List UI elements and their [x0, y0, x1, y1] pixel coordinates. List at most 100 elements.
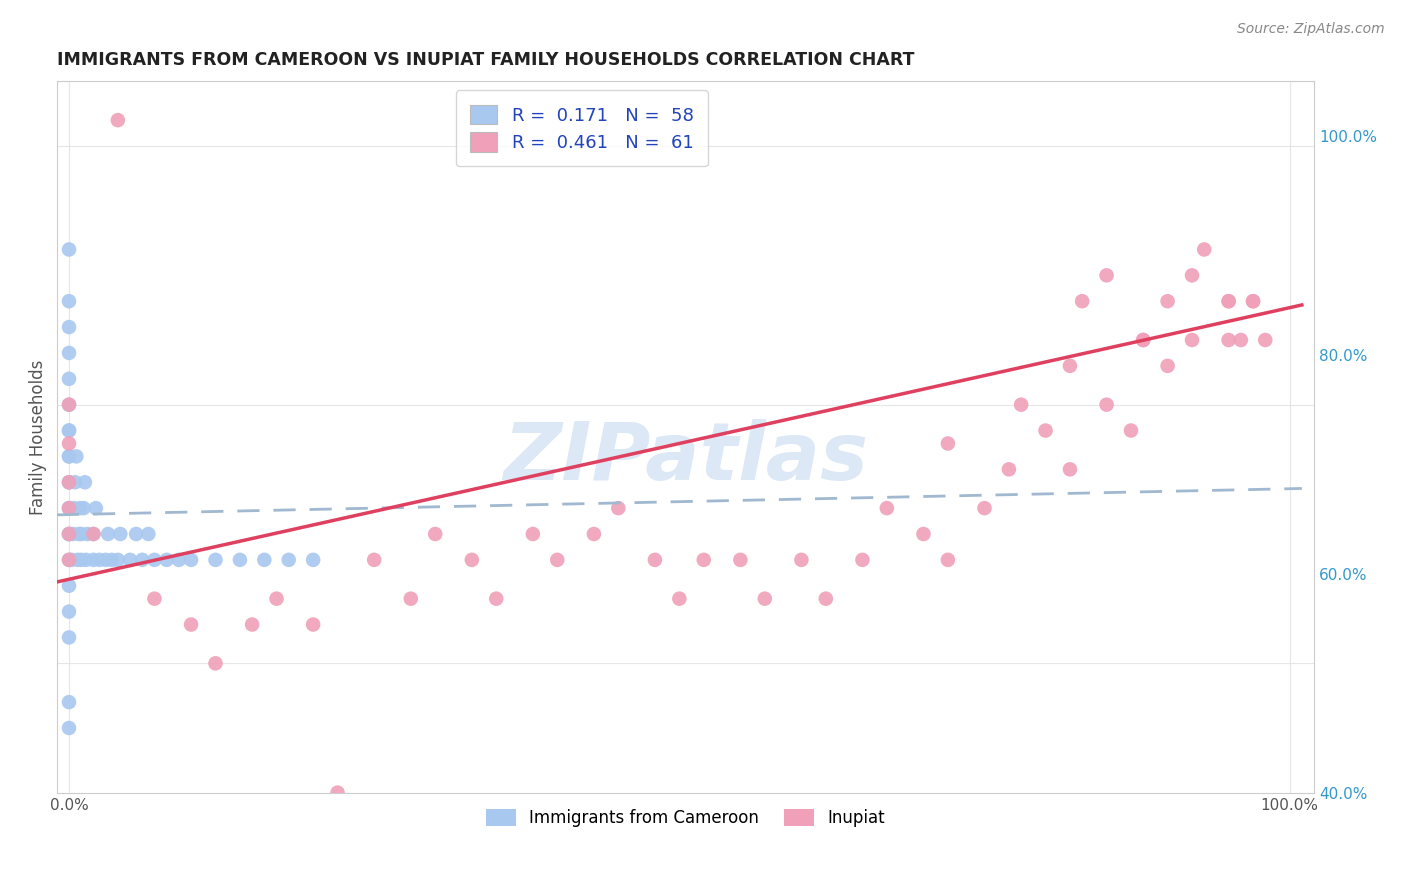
Point — [461, 553, 484, 567]
Point — [607, 501, 630, 516]
Point — [876, 501, 898, 516]
Point — [66, 553, 89, 567]
Point — [63, 501, 86, 516]
Point — [110, 527, 132, 541]
Point — [58, 475, 80, 490]
Point — [58, 527, 80, 541]
Point — [1059, 359, 1081, 373]
Point — [973, 501, 995, 516]
Point — [58, 398, 80, 412]
Point — [65, 450, 87, 464]
Point — [58, 721, 80, 735]
Point — [180, 617, 202, 632]
Point — [58, 631, 80, 645]
Point — [1010, 398, 1032, 412]
Point — [1254, 333, 1277, 347]
Point — [58, 501, 80, 516]
Y-axis label: Family Households: Family Households — [30, 359, 46, 515]
Point — [118, 553, 141, 567]
Point — [1218, 333, 1240, 347]
Point — [277, 553, 299, 567]
Point — [326, 786, 349, 800]
Point — [546, 553, 568, 567]
Legend: Immigrants from Cameroon, Inupiat: Immigrants from Cameroon, Inupiat — [479, 803, 891, 834]
Text: Source: ZipAtlas.com: Source: ZipAtlas.com — [1237, 22, 1385, 37]
Point — [73, 475, 96, 490]
Point — [693, 553, 716, 567]
Point — [107, 553, 129, 567]
Point — [125, 527, 148, 541]
Point — [180, 553, 202, 567]
Point — [1156, 294, 1178, 309]
Point — [82, 527, 104, 541]
Point — [1071, 294, 1094, 309]
Point — [58, 553, 80, 567]
Point — [76, 527, 98, 541]
Point — [668, 591, 690, 606]
Point — [363, 553, 385, 567]
Point — [204, 553, 226, 567]
Point — [229, 553, 252, 567]
Point — [84, 501, 107, 516]
Point — [75, 553, 97, 567]
Point — [58, 501, 80, 516]
Point — [62, 527, 84, 541]
Point — [82, 527, 104, 541]
Point — [63, 475, 86, 490]
Point — [58, 450, 80, 464]
Point — [1095, 268, 1118, 283]
Point — [60, 553, 83, 567]
Point — [936, 553, 959, 567]
Point — [790, 553, 813, 567]
Point — [1241, 294, 1264, 309]
Point — [58, 320, 80, 334]
Point — [58, 527, 80, 541]
Point — [582, 527, 605, 541]
Point — [851, 553, 873, 567]
Point — [58, 695, 80, 709]
Point — [100, 553, 122, 567]
Point — [58, 243, 80, 257]
Point — [143, 591, 166, 606]
Point — [94, 553, 117, 567]
Point — [240, 617, 263, 632]
Point — [1119, 424, 1142, 438]
Point — [131, 553, 153, 567]
Text: IMMIGRANTS FROM CAMEROON VS INUPIAT FAMILY HOUSEHOLDS CORRELATION CHART: IMMIGRANTS FROM CAMEROON VS INUPIAT FAMI… — [56, 51, 914, 69]
Point — [644, 553, 666, 567]
Point — [1230, 333, 1253, 347]
Point — [754, 591, 776, 606]
Point — [58, 553, 80, 567]
Point — [1192, 243, 1215, 257]
Point — [302, 617, 325, 632]
Point — [58, 424, 80, 438]
Point — [814, 591, 837, 606]
Point — [58, 527, 80, 541]
Point — [302, 553, 325, 567]
Point — [425, 527, 447, 541]
Point — [998, 462, 1021, 476]
Point — [936, 436, 959, 450]
Point — [70, 553, 93, 567]
Point — [522, 527, 544, 541]
Point — [69, 501, 91, 516]
Point — [58, 398, 80, 412]
Point — [485, 591, 508, 606]
Point — [1218, 294, 1240, 309]
Point — [1181, 333, 1204, 347]
Point — [70, 527, 93, 541]
Point — [143, 553, 166, 567]
Point — [73, 501, 96, 516]
Point — [58, 450, 80, 464]
Point — [1156, 359, 1178, 373]
Point — [253, 553, 276, 567]
Point — [156, 553, 179, 567]
Point — [1241, 294, 1264, 309]
Text: ZIPatlas: ZIPatlas — [503, 419, 868, 498]
Point — [58, 436, 80, 450]
Point — [58, 294, 80, 309]
Point — [1132, 333, 1154, 347]
Point — [58, 346, 80, 360]
Point — [58, 501, 80, 516]
Point — [399, 591, 422, 606]
